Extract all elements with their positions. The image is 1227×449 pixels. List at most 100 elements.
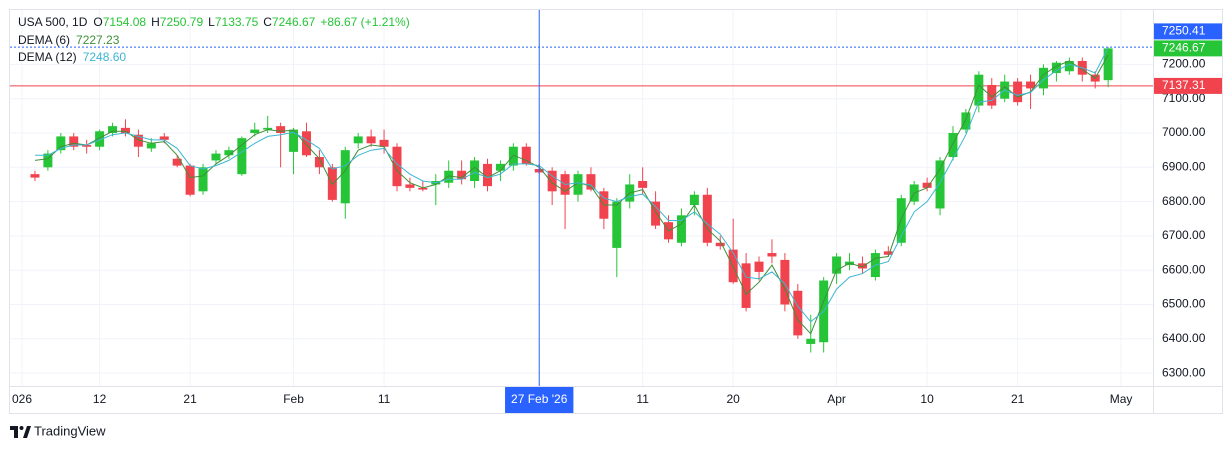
candle-body (1064, 60, 1074, 72)
x-tick-label: 21 (1011, 392, 1025, 406)
candle-body (470, 160, 480, 182)
candle-body (806, 338, 816, 344)
candle-body (198, 167, 208, 192)
candle-body (961, 112, 971, 130)
candle-body (1103, 48, 1113, 81)
candle-body (133, 134, 143, 147)
candle-body (521, 146, 531, 164)
x-tick-label: 026 (12, 392, 32, 406)
y-tick-label: 6600.00 (1162, 262, 1206, 276)
candle-body (883, 251, 893, 255)
crosshair-date-box (505, 387, 574, 413)
candle-body (896, 198, 906, 243)
candle-body (340, 150, 350, 204)
x-tick-label: 10 (920, 392, 934, 406)
brand-logo (10, 426, 31, 438)
y-tick-label: 7000.00 (1162, 125, 1206, 139)
candle-body (172, 158, 182, 166)
candle-body (56, 136, 66, 151)
candle-body (715, 242, 725, 247)
candle-body (935, 160, 945, 209)
candle-body (508, 146, 518, 166)
ohlc-value: 7154.08 (103, 15, 147, 29)
candle-body (392, 146, 402, 187)
price-line-label-box (1154, 77, 1222, 94)
candle-body (651, 201, 661, 226)
candle-body (702, 194, 712, 243)
candle-body (586, 174, 596, 190)
legend-name: DEMA (12) (18, 50, 77, 64)
candle-body (82, 145, 92, 147)
ohlc-label: O (93, 15, 102, 29)
last-price-label: 7246.67 (1162, 41, 1206, 55)
candle-body (457, 170, 467, 180)
legend-name: DEMA (6) (18, 33, 70, 47)
candle-body (612, 201, 622, 248)
x-tick-label: Apr (827, 392, 846, 406)
candle-body (276, 126, 286, 134)
candle-body (741, 263, 751, 308)
ohlc-value: 7250.79 (160, 15, 204, 29)
candle-body (211, 153, 221, 161)
legend-value: 7248.60 (83, 50, 127, 64)
candle-body (922, 182, 932, 188)
candle-body (1038, 67, 1048, 89)
last-price-label-box (1154, 40, 1222, 57)
candle-body (638, 181, 648, 188)
candle-body (857, 263, 867, 269)
candle-body (301, 131, 311, 156)
x-tick-label: 11 (378, 392, 391, 406)
brand-name: TradingView (34, 423, 106, 438)
candle-body (159, 136, 169, 140)
ohlc-label: C (263, 15, 272, 29)
y-tick-label: 7200.00 (1162, 57, 1206, 71)
candle-body (1051, 62, 1061, 73)
candle-body (754, 261, 764, 272)
candle-body (780, 259, 790, 305)
candle-body (676, 215, 686, 243)
ohlc-label: L (208, 15, 215, 29)
candle-body (366, 136, 376, 144)
candle-body (948, 133, 958, 158)
candle-body (30, 174, 40, 178)
y-tick-label: 6700.00 (1162, 228, 1206, 242)
ohlc-value: 7246.67 (272, 15, 316, 29)
candle-body (405, 184, 415, 188)
candle-body (314, 157, 324, 168)
x-tick-label: 20 (726, 392, 740, 406)
candle-body (43, 153, 53, 168)
candle-body (832, 256, 842, 274)
x-tick-label: 12 (93, 392, 107, 406)
candle-body (95, 131, 105, 147)
change: +86.67 (+1.21%) (320, 15, 409, 29)
candle-body (250, 129, 260, 134)
crosshair-price-label: 7250.41 (1162, 24, 1206, 38)
candle-body (224, 150, 234, 156)
legend-value: 7227.23 (76, 33, 120, 47)
ohlc-label: H (151, 15, 160, 29)
candle-body (379, 139, 389, 147)
y-tick-label: 6800.00 (1162, 194, 1206, 208)
x-tick-label: 21 (183, 392, 197, 406)
y-tick-label: 6300.00 (1162, 365, 1206, 379)
candle-body (108, 126, 118, 134)
candle-body (1013, 81, 1023, 103)
y-tick-label: 6400.00 (1162, 331, 1206, 345)
x-tick-label: Feb (283, 392, 304, 406)
x-tick-label: May (1110, 392, 1133, 406)
candle-body (146, 143, 156, 149)
candle-body (987, 84, 997, 106)
candle-body (767, 253, 777, 257)
candle-body (185, 165, 195, 195)
candle-body (263, 127, 273, 130)
candle-body (495, 163, 505, 171)
y-tick-label: 6900.00 (1162, 159, 1206, 173)
candle-body (547, 170, 557, 192)
y-tick-label: 6500.00 (1162, 297, 1206, 311)
candle-body (237, 138, 247, 175)
candle-body (689, 194, 699, 206)
indicator-line (35, 47, 1109, 323)
y-tick-label: 7100.00 (1162, 91, 1206, 105)
candle-body (974, 74, 984, 106)
